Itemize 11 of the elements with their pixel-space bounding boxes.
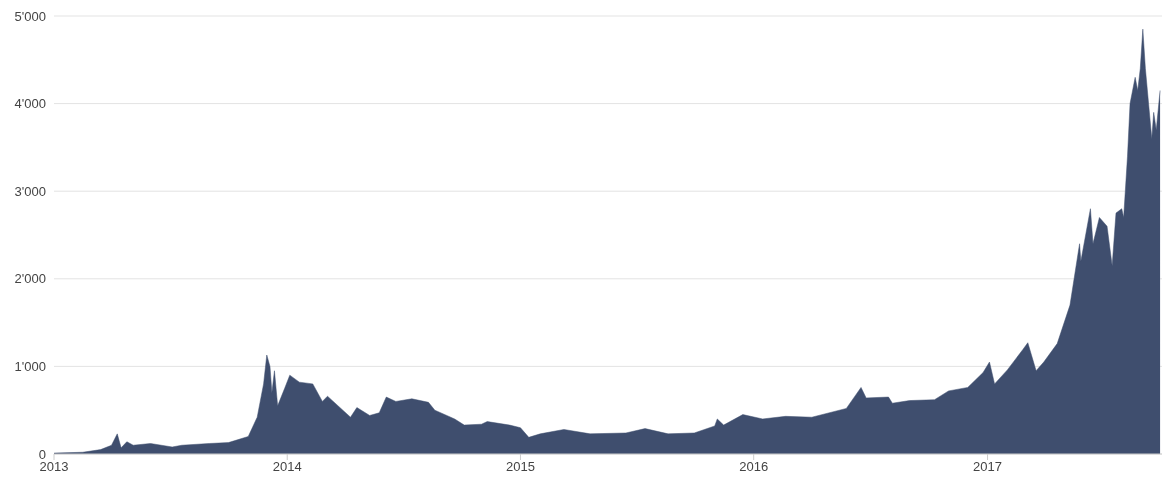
- y-tick-label: 2'000: [14, 271, 46, 287]
- x-tick-label: 2017: [973, 459, 1003, 475]
- x-tick-label: 2014: [272, 459, 302, 475]
- x-tick-label: 2013: [39, 459, 69, 475]
- x-tick-label: 2015: [506, 459, 535, 475]
- y-tick-label: 3'000: [14, 183, 46, 199]
- y-tick-label: 1'000: [14, 359, 46, 375]
- y-tick-label: 5'000: [14, 8, 46, 24]
- x-tick-label: 2016: [739, 459, 769, 475]
- y-tick-label: 0: [38, 446, 46, 462]
- y-tick-label: 4'000: [14, 96, 46, 112]
